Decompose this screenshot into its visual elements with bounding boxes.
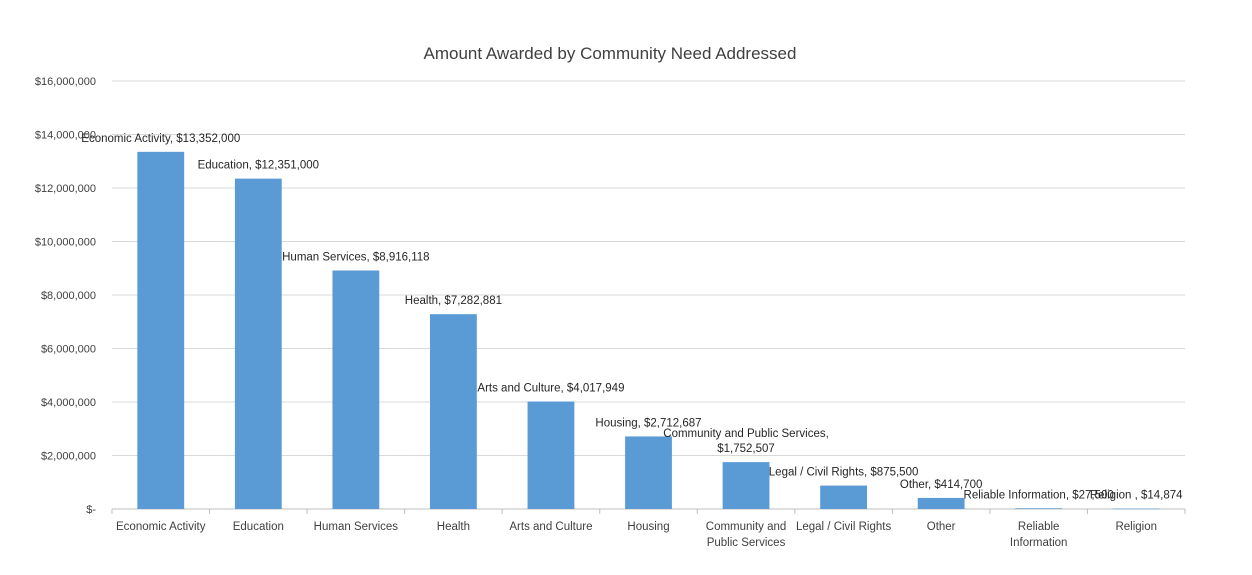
bar <box>820 485 868 509</box>
data-label: Education, $12,351,000 <box>198 160 320 172</box>
data-label: Reliable Information, $27,500 <box>964 489 1114 501</box>
y-tick-label: $10,000,000 <box>35 237 96 249</box>
y-tick-label: $14,000,000 <box>35 130 96 142</box>
bar <box>332 270 380 509</box>
data-label: Health, $7,282,881 <box>405 295 502 307</box>
bar <box>917 497 965 509</box>
data-label: Housing, $2,712,687 <box>595 417 701 429</box>
bar <box>137 151 185 510</box>
y-tick-label: $2,000,000 <box>41 451 96 463</box>
x-tick-label: Health <box>437 521 470 533</box>
data-label: Arts and Culture, $4,017,949 <box>477 383 624 395</box>
x-tick-label: Legal / Civil Rights <box>796 521 891 533</box>
y-tick-label: $8,000,000 <box>41 290 96 302</box>
data-label: Community and Public Services, $1,752,507 <box>663 428 829 455</box>
data-label: Human Services, $8,916,118 <box>282 251 429 263</box>
y-tick-label: $12,000,000 <box>35 183 96 195</box>
x-tick-label: Human Services <box>314 521 399 533</box>
bar <box>625 436 672 509</box>
x-axis-ticks: Economic Activity Education Human Services… <box>116 521 1157 549</box>
data-label: Economic Activity, $13,352,000 <box>81 133 240 145</box>
bar <box>429 314 477 509</box>
data-label: Other, $414,700 <box>900 479 982 491</box>
bar <box>234 178 282 509</box>
chart-title: Amount Awarded by Community Need Address… <box>424 44 797 63</box>
y-tick-label: $4,000,000 <box>41 397 96 409</box>
x-tick-label: Community and Public Services <box>706 521 787 549</box>
y-tick-label: $6,000,000 <box>41 344 96 356</box>
bar <box>1015 508 1063 509</box>
x-tick-label: Housing <box>627 521 669 533</box>
x-tick-label: Economic Activity <box>116 521 206 533</box>
x-tick-label: Other <box>927 521 956 533</box>
x-tick-label: Education <box>233 521 284 533</box>
y-tick-label: $- <box>86 504 96 516</box>
x-tick-label: Arts and Culture <box>509 521 592 533</box>
data-labels: Economic Activity, $13,352,000 Education,… <box>81 133 1183 502</box>
bar <box>722 462 770 509</box>
x-tick-label: Religion <box>1115 521 1157 533</box>
bars <box>137 151 1160 510</box>
bar <box>1112 508 1160 510</box>
y-tick-label: $16,000,000 <box>35 76 96 88</box>
data-label: Religion , $14,874 <box>1090 490 1183 502</box>
data-label: Legal / Civil Rights, $875,500 <box>769 467 919 479</box>
x-tick-label: Reliable Information <box>1010 521 1068 549</box>
bar <box>527 401 575 509</box>
y-axis-ticks: $- $2,000,000 $4,000,000 $6,000,000 $8,000,0… <box>35 76 97 516</box>
